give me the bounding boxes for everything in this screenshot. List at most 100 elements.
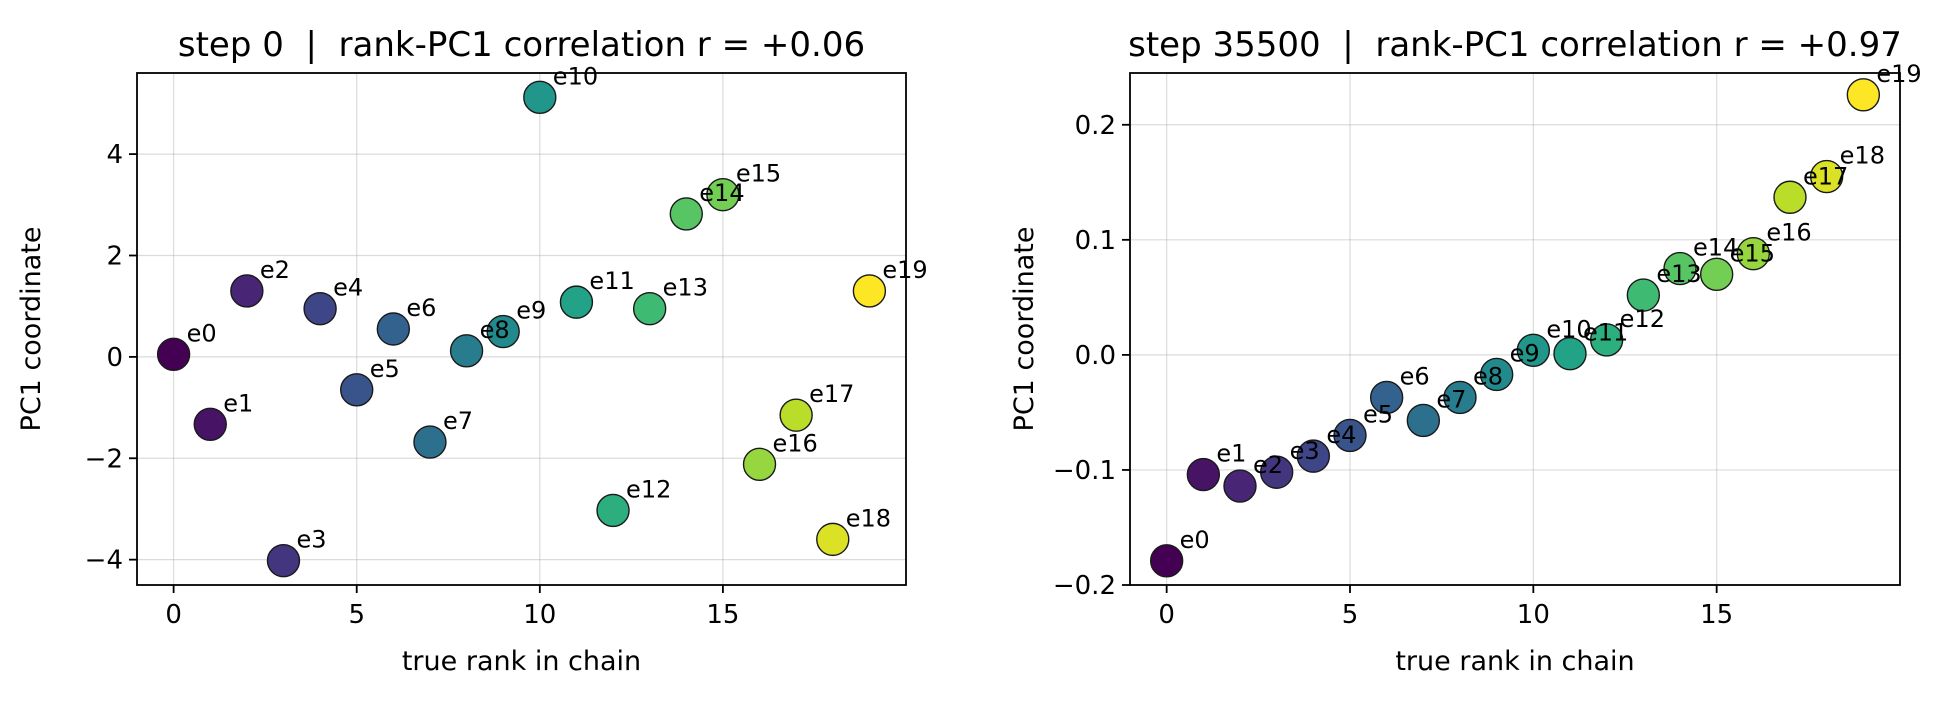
- scatter-point-e16: [742, 447, 777, 482]
- point-label-e12: e12: [626, 475, 671, 503]
- scatter-point-e2: [230, 274, 264, 308]
- scatter-point-e18: [816, 522, 850, 557]
- scatter-point-e7: [413, 425, 447, 459]
- chart-title: step 35500 | rank-PC1 correlation r = +0…: [1128, 25, 1902, 65]
- point-label-e7: e7: [1436, 385, 1466, 413]
- x-tick-label: 15: [1700, 600, 1733, 630]
- point-label-e14: e14: [1693, 234, 1738, 262]
- x-axis-label: true rank in chain: [1395, 646, 1634, 677]
- point-label-e6: e6: [406, 294, 436, 322]
- scatter-point-e19: [1846, 78, 1881, 112]
- x-axis-label: true rank in chain: [402, 646, 641, 677]
- point-label-e3: e3: [1290, 437, 1320, 465]
- scatter-point-e14: [1663, 251, 1697, 286]
- scatter-point-e1: [1186, 457, 1221, 492]
- point-label-e10: e10: [553, 62, 598, 90]
- y-tick-label: −0.2: [1053, 571, 1116, 601]
- scatter-point-e10: [1516, 333, 1551, 367]
- x-tick-label: 10: [1517, 600, 1550, 630]
- point-label-e5: e5: [1363, 400, 1393, 428]
- scatter-point-e18: [1809, 159, 1844, 194]
- scatter-point-e14: [669, 197, 703, 231]
- scatter-point-e13: [1626, 278, 1661, 312]
- scatter-point-e9: [1479, 357, 1514, 392]
- scatter-point-e7: [1406, 403, 1441, 438]
- point-label-e6: e6: [1400, 362, 1430, 390]
- scatter-point-e11: [559, 285, 594, 319]
- scatter-point-e17: [1773, 180, 1807, 214]
- point-label-e17: e17: [1803, 162, 1848, 190]
- plot-frame: [1129, 72, 1901, 586]
- scatter-point-e6: [376, 312, 411, 346]
- scatter-point-e15: [706, 177, 740, 212]
- scatter-point-e16: [1736, 236, 1771, 271]
- point-label-e7: e7: [443, 407, 473, 435]
- point-label-e19: e19: [882, 256, 927, 284]
- y-tick-label: −2: [85, 444, 123, 474]
- y-tick-label: 2: [106, 241, 123, 271]
- x-tick-label: 0: [1158, 600, 1175, 630]
- point-label-e5: e5: [370, 355, 400, 383]
- scatter-point-e8: [1443, 380, 1477, 415]
- scatter-point-e13: [632, 292, 667, 326]
- scatter-point-e17: [779, 398, 813, 432]
- scatter-point-e0: [1149, 544, 1184, 578]
- point-label-e17: e17: [809, 380, 854, 408]
- y-tick-label: −0.1: [1053, 456, 1116, 486]
- point-label-e13: e13: [1656, 260, 1701, 288]
- point-label-e12: e12: [1620, 305, 1665, 333]
- scatter-point-e3: [266, 543, 301, 578]
- scatter-point-e6: [1369, 380, 1404, 415]
- point-label-e16: e16: [1766, 219, 1811, 247]
- point-label-e1: e1: [1216, 440, 1246, 468]
- scatter-point-e5: [340, 373, 374, 407]
- point-label-e4: e4: [333, 274, 363, 302]
- point-label-e11: e11: [1583, 319, 1628, 347]
- point-label-e13: e13: [663, 274, 708, 302]
- y-tick-label: 0.0: [1075, 341, 1116, 371]
- point-label-e16: e16: [773, 429, 818, 457]
- scatter-point-e5: [1333, 418, 1367, 453]
- point-label-e15: e15: [1730, 239, 1775, 267]
- point-label-e2: e2: [1253, 451, 1283, 479]
- point-label-e2: e2: [260, 256, 290, 284]
- y-axis-label: PC1 coordinate: [1009, 227, 1040, 432]
- point-label-e0: e0: [1180, 526, 1210, 554]
- scatter-point-e15: [1699, 257, 1734, 292]
- y-tick-label: 0: [106, 343, 123, 373]
- point-label-e14: e14: [699, 179, 744, 207]
- scatter-point-e19: [852, 274, 887, 308]
- point-label-e10: e10: [1546, 315, 1591, 343]
- y-tick-label: 0.1: [1075, 226, 1116, 256]
- scatter-point-e2: [1223, 469, 1257, 503]
- point-label-e4: e4: [1326, 421, 1356, 449]
- x-tick-label: 5: [348, 600, 365, 630]
- scatter-point-e12: [1589, 323, 1624, 357]
- scatter-point-e10: [523, 80, 557, 115]
- y-axis-label: PC1 coordinate: [16, 227, 47, 432]
- scatter-point-e11: [1553, 337, 1587, 371]
- scatter-point-e3: [1259, 455, 1294, 489]
- x-tick-label: 10: [523, 600, 556, 630]
- y-tick-label: 4: [106, 140, 123, 170]
- scatter-point-e4: [1296, 439, 1331, 473]
- scatter-point-e4: [303, 292, 337, 326]
- point-label-e0: e0: [187, 319, 217, 347]
- scatter-point-e8: [449, 334, 484, 368]
- chart-title: step 0 | rank-PC1 correlation r = +0.06: [178, 25, 865, 65]
- point-label-e8: e8: [1473, 362, 1503, 390]
- point-label-e9: e9: [1510, 339, 1540, 367]
- y-tick-label: −4: [85, 546, 123, 576]
- point-label-e1: e1: [223, 389, 253, 417]
- point-label-e8: e8: [480, 316, 510, 344]
- scatter-point-e1: [193, 407, 227, 442]
- point-label-e18: e18: [846, 504, 891, 532]
- x-tick-label: 15: [706, 600, 739, 630]
- point-label-e11: e11: [589, 267, 634, 295]
- scatter-point-e12: [596, 493, 630, 528]
- x-tick-label: 5: [1342, 600, 1359, 630]
- scatter-point-e9: [486, 314, 520, 349]
